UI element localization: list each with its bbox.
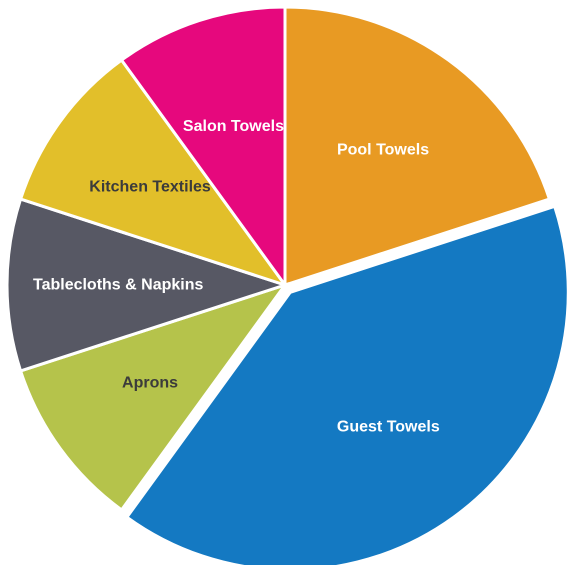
- labels-layer: Pool Towels Guest Towels Aprons Tablecloths…: [33, 118, 440, 436]
- slice-label-kitchen-textiles: Kitchen Textiles: [89, 178, 211, 195]
- pie-slice-pool-towels: [283, 5, 552, 288]
- pie-slice-tablecloths-napkins: [5, 197, 290, 373]
- pie-slice-salon-towels: [119, 5, 287, 290]
- slice-label-guest-towels: Guest Towels: [337, 419, 440, 436]
- pie-slice-aprons: [18, 282, 289, 513]
- slice-label-tablecloths-napkins: Tablecloths & Napkins: [33, 277, 204, 294]
- pie-slice-kitchen-textiles: [18, 57, 289, 288]
- pie-slice-guest-towels: [124, 204, 567, 565]
- slice-label-pool-towels: Pool Towels: [337, 142, 429, 159]
- slice-label-aprons: Aprons: [122, 375, 178, 392]
- slice-label-salon-towels: Salon Towels: [183, 118, 284, 135]
- slices-layer: [5, 5, 567, 565]
